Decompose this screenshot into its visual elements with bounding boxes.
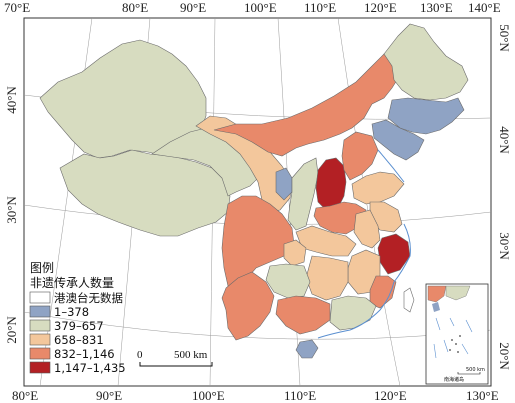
region-heilongjiang	[383, 23, 469, 101]
lon-tick-label: 100°E	[244, 0, 277, 15]
region-zhejiang	[377, 233, 411, 275]
lat-tick-label: 50°N	[497, 24, 512, 52]
legend-heading: 图例	[30, 261, 54, 275]
left-latitude-labels: 40°N 30°N 20°N	[4, 86, 19, 344]
lon-tick-label: 80°E	[12, 388, 38, 403]
legend-swatch-class-1	[29, 305, 51, 318]
lon-tick-label: 80°E	[122, 0, 148, 15]
region-shanxi	[315, 157, 347, 211]
bottom-longitude-labels: 80°E 90°E 100°E 110°E 120°E 130°E	[12, 388, 499, 403]
region-shandong	[351, 171, 405, 205]
region-tibet	[59, 149, 231, 237]
provinces	[39, 23, 469, 359]
coastline	[317, 149, 411, 339]
lat-tick-label: 40°N	[4, 86, 19, 114]
legend-label-class-5: 1,147–1,435	[54, 361, 126, 375]
legend-label-class-2: 379–657	[54, 319, 104, 333]
scale-bar: 0 500 km	[137, 349, 213, 367]
region-hunan	[305, 255, 349, 301]
lat-tick-label: 30°N	[4, 196, 19, 224]
region-anhui	[353, 209, 381, 249]
region-fujian	[369, 275, 397, 309]
legend-swatch-class-5	[29, 361, 51, 374]
legend-swatch-no-data	[29, 291, 51, 304]
inset-caption: 南海诸岛	[444, 376, 464, 383]
legend: 图例 非遗传承人数量 港澳台无数据 1–378 379–657 658–831 …	[29, 261, 126, 375]
region-yunnan	[221, 271, 275, 341]
region-guizhou	[265, 263, 311, 299]
region-hubei	[295, 225, 357, 257]
top-longitude-labels: 70°E 80°E 90°E 100°E 110°E 120°E 130°E 1…	[4, 0, 501, 15]
legend-label-class-3: 658–831	[54, 333, 104, 347]
scale-bar-end-label: 500 km	[174, 349, 208, 361]
region-guangxi	[275, 295, 331, 335]
region-taiwan	[403, 287, 415, 313]
legend-swatch-class-4	[29, 347, 51, 360]
legend-subtitle: 非遗传承人数量	[30, 275, 114, 290]
lat-tick-label: 20°N	[4, 316, 19, 344]
region-sichuan	[221, 195, 295, 297]
lat-tick-label: 30°N	[497, 232, 512, 260]
inset-scale-label: 500 km	[466, 367, 485, 373]
legend-label-class-1: 1–378	[54, 305, 89, 319]
lon-tick-label: 120°E	[374, 388, 407, 403]
region-guangdong	[329, 295, 377, 331]
lon-tick-label: 100°E	[192, 388, 225, 403]
lat-tick-label: 20°N	[497, 342, 512, 370]
region-hebei	[341, 131, 379, 181]
lon-tick-label: 90°E	[180, 0, 206, 15]
lat-tick-label: 40°N	[497, 126, 512, 154]
legend-swatch-class-2	[29, 319, 51, 332]
lon-tick-label: 110°E	[304, 0, 336, 15]
legend-swatch-class-3	[29, 333, 51, 346]
lon-tick-label: 70°E	[4, 0, 30, 15]
region-inner-mongolia	[213, 45, 409, 157]
scale-bar-start-label: 0	[137, 349, 143, 361]
lon-tick-label: 140°E	[468, 0, 501, 15]
south-china-sea-inset: 500 km 南海诸岛	[425, 283, 489, 385]
lon-tick-label: 130°E	[420, 0, 453, 15]
region-chongqing	[283, 239, 307, 267]
lon-tick-label: 110°E	[284, 388, 316, 403]
legend-label-class-4: 832–1,146	[54, 347, 115, 361]
lon-tick-label: 90°E	[96, 388, 122, 403]
legend-label-no-data: 港澳台无数据	[54, 291, 123, 305]
lon-tick-label: 130°E	[466, 388, 499, 403]
region-liaoning	[371, 119, 425, 161]
region-shaanxi	[287, 157, 319, 231]
lon-tick-label: 120°E	[364, 0, 397, 15]
right-latitude-labels: 50°N 40°N 30°N 20°N	[497, 24, 512, 370]
region-hainan	[295, 339, 319, 359]
